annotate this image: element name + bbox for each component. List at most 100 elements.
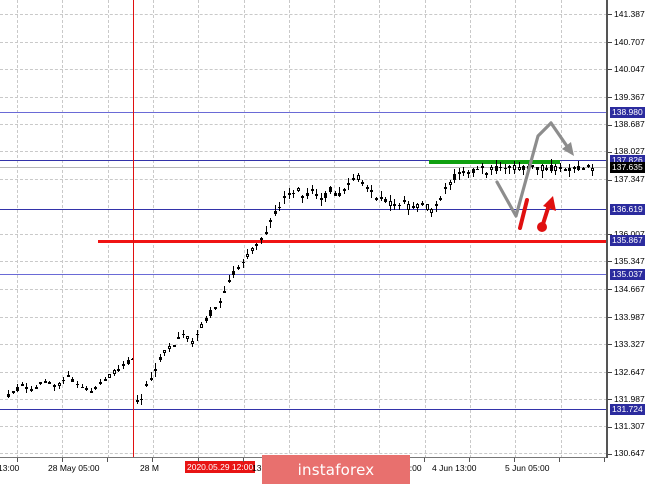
gridline-vertical xyxy=(198,0,199,458)
candle-wick xyxy=(261,237,262,245)
candle-wick xyxy=(220,298,221,308)
candle-body-bearish xyxy=(71,379,74,382)
candle-body-bullish xyxy=(462,170,465,173)
candle-body-bullish xyxy=(421,202,424,205)
gridline-horizontal xyxy=(0,96,607,98)
time-tick-label: 1:00 xyxy=(405,463,422,473)
candle-body-bullish xyxy=(426,203,429,211)
candle-wick xyxy=(339,187,340,197)
candle-wick xyxy=(266,225,267,236)
candle-body-bullish xyxy=(104,379,107,382)
candle-body-bullish xyxy=(449,181,452,186)
candle-wick xyxy=(36,385,37,388)
sell-zone-line-135867[interactable] xyxy=(98,239,607,243)
price-badge-136619[interactable]: 136.619 xyxy=(610,204,645,216)
gridline-horizontal xyxy=(0,68,607,70)
candle-body-bullish xyxy=(357,175,360,181)
candle-body-bearish xyxy=(159,356,162,361)
price-tick-label: 134.667 xyxy=(608,284,645,294)
candle-body-bullish xyxy=(168,345,171,349)
candle-wick xyxy=(183,329,184,338)
gridline-horizontal xyxy=(0,124,607,126)
candle-body-bullish xyxy=(412,206,415,209)
candle-body-bullish xyxy=(370,189,373,193)
candle-wick xyxy=(399,203,400,210)
candle-body-bullish xyxy=(315,194,318,197)
candle-body-bullish xyxy=(301,196,304,199)
candle-body-bearish xyxy=(324,193,327,198)
candle-body-bearish xyxy=(334,193,337,196)
candle-wick xyxy=(436,200,437,212)
buy-zone-line-137826[interactable] xyxy=(429,159,560,164)
candle-wick xyxy=(404,195,405,204)
candle-body-bearish xyxy=(39,382,42,384)
time-axis-tick xyxy=(424,458,425,462)
level-line-138980[interactable] xyxy=(0,112,607,114)
candle-body-bearish xyxy=(559,166,562,170)
candle-body-bullish xyxy=(283,196,286,199)
gridline-horizontal xyxy=(0,398,607,400)
candle-body-bullish xyxy=(35,387,38,389)
time-tick-label: 4 Jun 13:00 xyxy=(432,463,477,473)
price-badge-135037[interactable]: 135.037 xyxy=(610,268,645,280)
candle-body-bearish xyxy=(219,301,222,303)
candle-body-bullish xyxy=(177,336,180,339)
price-badge-131724[interactable]: 131.724 xyxy=(610,404,645,416)
candle-body-bearish xyxy=(182,333,185,336)
candle-wick xyxy=(68,370,69,377)
gridline-vertical xyxy=(379,0,380,458)
candle-body-bearish xyxy=(12,391,15,393)
price-badge-137826[interactable]: 137.826 xyxy=(610,154,645,166)
candle-body-bullish xyxy=(251,248,254,252)
price-tick-label: 131.987 xyxy=(608,394,645,404)
candle-wick xyxy=(31,385,32,392)
candle-wick xyxy=(468,169,469,179)
current-price-line-137635[interactable] xyxy=(0,167,607,169)
candle-body-bearish xyxy=(90,391,93,393)
candle-body-bullish xyxy=(44,380,47,383)
gridline-horizontal xyxy=(0,453,607,455)
candle-body-bullish xyxy=(122,363,125,366)
candle-wick xyxy=(224,285,225,292)
candle-body-bullish xyxy=(347,183,350,186)
plot-area[interactable] xyxy=(0,0,607,458)
gridline-horizontal xyxy=(0,288,607,290)
level-line-135037[interactable] xyxy=(0,273,607,275)
price-tick-label: 138.687 xyxy=(608,119,645,129)
level-line-136619[interactable] xyxy=(0,209,607,211)
candle-body-bullish xyxy=(288,192,291,196)
time-axis-tick xyxy=(469,458,470,462)
price-tick-label: 140.707 xyxy=(608,37,645,47)
gridline-vertical xyxy=(470,0,471,458)
price-badge-137635[interactable]: 137.635 xyxy=(610,162,645,174)
candle-body-bearish xyxy=(531,165,534,167)
candle-body-bearish xyxy=(232,271,235,275)
candle-body-bearish xyxy=(292,192,295,195)
candle-body-bearish xyxy=(472,169,475,174)
candle-body-bullish xyxy=(582,168,585,171)
candle-body-bullish xyxy=(108,374,111,379)
price-axis[interactable]: 141.387 140.707 140.047 139.367 138.687 138.0… xyxy=(608,0,665,458)
candle-body-bullish xyxy=(444,187,447,190)
level-line-131724[interactable] xyxy=(0,409,607,411)
candle-wick xyxy=(146,380,147,387)
time-tick-label: 5 Jun 05:00 xyxy=(505,463,550,473)
candle-body-bullish xyxy=(375,197,378,200)
level-line-137826[interactable] xyxy=(0,159,607,161)
candle-body-bearish xyxy=(398,204,401,207)
candle-body-bullish xyxy=(393,204,396,207)
price-badge-138980[interactable]: 138.980 xyxy=(610,107,645,119)
gridline-horizontal xyxy=(0,13,607,15)
candle-wick xyxy=(247,248,248,260)
time-tick-label: 13:00 xyxy=(0,463,20,473)
candle-body-bearish xyxy=(453,174,456,180)
candle-wick xyxy=(229,274,230,283)
candle-body-bullish xyxy=(99,381,102,384)
candle-body-bullish xyxy=(389,200,392,207)
price-tick-label: 135.347 xyxy=(608,256,645,266)
price-badge-135867[interactable]: 135.867 xyxy=(610,234,645,246)
candle-body-bullish xyxy=(21,384,24,387)
gridline-vertical xyxy=(425,0,426,458)
candle-wick xyxy=(279,202,280,211)
